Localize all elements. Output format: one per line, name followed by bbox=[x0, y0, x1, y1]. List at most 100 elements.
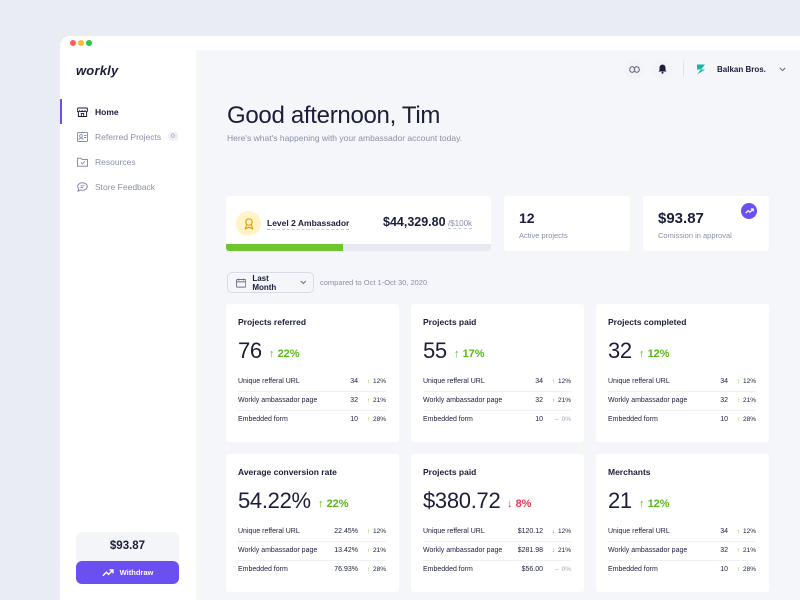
breakdown-label: Workly ambassador page bbox=[238, 397, 318, 404]
topbar-divider bbox=[683, 61, 684, 77]
maximize-window-dot[interactable] bbox=[86, 40, 92, 46]
ambassador-earnings: $44,329.80 bbox=[383, 215, 446, 229]
breakdown-label: Workly ambassador page bbox=[608, 547, 688, 554]
breakdown-change-value: 0% bbox=[561, 566, 571, 573]
breakdown-value: 22.45% bbox=[334, 528, 358, 535]
breakdown-label: Embedded form bbox=[238, 416, 288, 423]
close-window-dot[interactable] bbox=[70, 40, 76, 46]
breakdown-value: 76.93% bbox=[334, 566, 358, 573]
notifications-button[interactable] bbox=[652, 59, 672, 79]
chat-icon bbox=[76, 181, 88, 192]
metric-breakdown-row: Embedded form 76.93% ↑ 28% bbox=[238, 561, 386, 580]
breakdown-label: Workly ambassador page bbox=[423, 397, 503, 404]
breakdown-value: 34 bbox=[720, 528, 728, 535]
breakdown-value: 34 bbox=[350, 378, 358, 385]
arrow-up-icon: ↑ bbox=[366, 378, 370, 385]
breakdown-label: Unique refferal URL bbox=[608, 378, 670, 385]
breakdown-value: 10 bbox=[720, 566, 728, 573]
minimize-window-dot[interactable] bbox=[78, 40, 84, 46]
breakdown-label: Unique refferal URL bbox=[423, 378, 485, 385]
metric-breakdown-row: Workly ambassador page 32 ↑ 21% bbox=[608, 392, 756, 411]
period-filter-dropdown[interactable]: Last Month bbox=[227, 272, 314, 293]
metric-change-value: 22% bbox=[326, 498, 349, 510]
metric-breakdown: Unique refferal URL 34 ↑ 12% Workly ambassad… bbox=[423, 373, 571, 430]
company-logo-icon bbox=[697, 64, 705, 74]
breakdown-change: ↑ 12% bbox=[552, 378, 571, 385]
arrow-up-icon: ↑ bbox=[366, 566, 370, 573]
breakdown-change-value: 21% bbox=[557, 547, 571, 554]
metric-value: 54.22% bbox=[238, 488, 311, 513]
metric-title: Projects completed bbox=[608, 317, 687, 327]
arrow-up-icon: ↑ bbox=[736, 397, 740, 404]
sidebar-item-home[interactable]: Home bbox=[60, 99, 196, 124]
arrow-up-icon: ↑ bbox=[639, 348, 648, 360]
metric-change: ↑ 12% bbox=[639, 348, 670, 360]
stat-label: Comission in approval bbox=[658, 231, 732, 240]
breakdown-label: Unique refferal URL bbox=[423, 528, 485, 535]
breakdown-change-value: 28% bbox=[372, 416, 386, 423]
metric-breakdown-row: Unique refferal URL 34 ↑ 12% bbox=[423, 373, 571, 392]
sidebar-item-store-feedback[interactable]: Store Feedback bbox=[60, 174, 196, 199]
sidebar-item-label: Store Feedback bbox=[95, 181, 156, 192]
breakdown-label: Embedded form bbox=[238, 566, 288, 573]
metric-card: Projects referred 76 ↑ 22% Unique refferal … bbox=[226, 304, 399, 442]
company-switcher[interactable]: Balkan Bros. bbox=[696, 59, 786, 79]
metric-title: Projects paid bbox=[423, 317, 477, 327]
breakdown-value: $281.98 bbox=[517, 547, 543, 554]
withdraw-card: $93.87 Withdraw bbox=[76, 532, 179, 584]
metric-breakdown-row: Embedded form 10 –0% bbox=[423, 411, 571, 430]
breakdown-label: Workly ambassador page bbox=[608, 397, 688, 404]
metric-breakdown-row: Unique refferal URL $120.12 ↓ 12% bbox=[423, 523, 571, 542]
sidebar: workly Home Referred Projects 0 Resource… bbox=[60, 50, 196, 600]
metric-change: ↑ 12% bbox=[639, 498, 670, 510]
arrow-up-icon: ↑ bbox=[736, 547, 740, 554]
count-badge: 0 bbox=[168, 132, 178, 141]
breakdown-value: 32 bbox=[535, 397, 543, 404]
breakdown-change: ↑ 12% bbox=[367, 528, 386, 535]
breakdown-value: 32 bbox=[350, 397, 358, 404]
chevron-down-icon bbox=[300, 280, 307, 285]
breakdown-value: $120.12 bbox=[517, 528, 543, 535]
progress-fill bbox=[226, 244, 343, 251]
active-projects-card: 12 Active projects bbox=[504, 196, 630, 251]
metric-card: Projects completed 32 ↑ 12% Unique refferal… bbox=[596, 304, 769, 442]
trending-up-icon bbox=[101, 568, 114, 576]
trending-up-icon bbox=[741, 203, 757, 219]
breakdown-change: ↑ 12% bbox=[367, 378, 386, 385]
breakdown-label: Unique refferal URL bbox=[608, 528, 670, 535]
metric-change: ↑ 22% bbox=[269, 348, 300, 360]
breakdown-change: ↑ 21% bbox=[367, 397, 386, 404]
metric-breakdown-row: Workly ambassador page 32 ↑ 21% bbox=[423, 392, 571, 411]
breakdown-change-value: 21% bbox=[372, 547, 386, 554]
breakdown-value: 32 bbox=[720, 397, 728, 404]
breakdown-change-value: 28% bbox=[742, 566, 756, 573]
withdraw-button-label: Withdraw bbox=[119, 568, 154, 577]
metric-value: 76 bbox=[238, 338, 262, 363]
ambassador-badge-icon bbox=[236, 211, 261, 236]
metric-breakdown: Unique refferal URL 34 ↑ 12% Workly ambassad… bbox=[608, 373, 756, 430]
arrow-up-icon: ↑ bbox=[269, 348, 278, 360]
breakdown-change-value: 21% bbox=[557, 397, 571, 404]
link-button[interactable] bbox=[624, 59, 644, 79]
metric-change-value: 12% bbox=[647, 498, 670, 510]
ambassador-card: Level 2 Ambassador $44,329.80 /$100k bbox=[226, 196, 491, 251]
withdraw-button[interactable]: Withdraw bbox=[76, 561, 179, 584]
breakdown-change: ↓ 12% bbox=[552, 528, 571, 535]
breakdown-change-value: 12% bbox=[742, 528, 756, 535]
metric-change-value: 8% bbox=[515, 498, 532, 510]
sidebar-item-resources[interactable]: Resources bbox=[60, 149, 196, 174]
stat-value: $93.87 bbox=[658, 210, 704, 227]
store-icon bbox=[76, 106, 88, 117]
metric-breakdown-row: Workly ambassador page 13.42% ↑ 21% bbox=[238, 542, 386, 561]
app-logo[interactable]: workly bbox=[76, 63, 119, 78]
breakdown-value: 10 bbox=[720, 416, 728, 423]
metric-change-value: 17% bbox=[462, 348, 485, 360]
sidebar-item-referred-projects[interactable]: Referred Projects 0 bbox=[60, 124, 196, 149]
withdraw-balance: $93.87 bbox=[109, 540, 146, 552]
arrow-up-icon: ↑ bbox=[366, 547, 370, 554]
arrow-up-icon: ↑ bbox=[366, 416, 370, 423]
metric-breakdown: Unique refferal URL $120.12 ↓ 12% Workly amb… bbox=[423, 523, 571, 580]
breakdown-change: ↑ 28% bbox=[737, 416, 756, 423]
breakdown-value: 10 bbox=[535, 416, 543, 423]
metric-breakdown-row: Embedded form 10 ↑ 28% bbox=[608, 411, 756, 430]
